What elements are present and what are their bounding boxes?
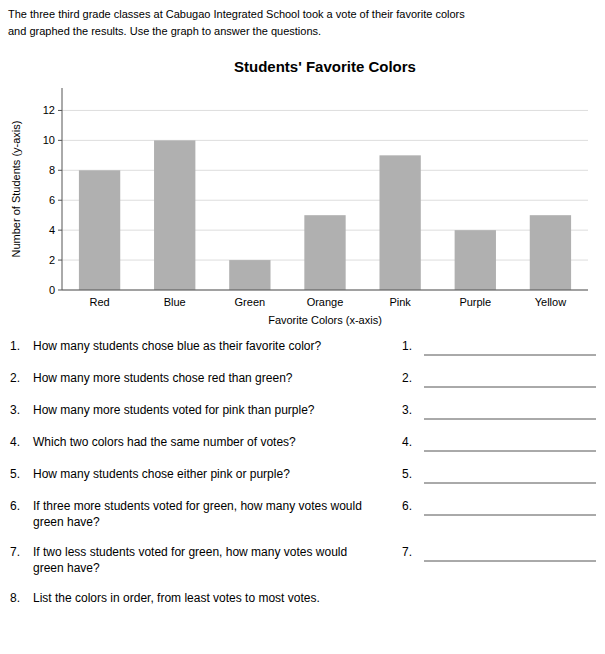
bar [455, 230, 496, 290]
bar [530, 215, 571, 290]
y-tick [58, 110, 62, 111]
bar [229, 260, 270, 290]
question-text: How many more students chose red than gr… [33, 371, 293, 385]
bar [379, 155, 420, 290]
answer-line [424, 451, 596, 452]
x-tick-label: Pink [389, 296, 411, 308]
grid-line [62, 290, 588, 291]
answer-number: 5. [402, 467, 412, 481]
grid [62, 110, 588, 290]
question-text: Which two colors had the same number of … [33, 435, 296, 449]
chart-title: Students' Favorite Colors [234, 58, 416, 75]
x-axis-label: Favorite Colors (x-axis) [268, 314, 382, 326]
answer-line [424, 355, 596, 356]
answer-number: 1. [402, 339, 412, 353]
y-axis-label: Number of Students (y-axis) [10, 121, 22, 258]
x-tick-label: Yellow [535, 296, 566, 308]
answer-number: 2. [402, 371, 412, 385]
question-text: How many students chose blue as their fa… [33, 339, 321, 353]
y-tick [58, 170, 62, 171]
question-number: 8. [10, 591, 20, 605]
question-number: 4. [10, 435, 20, 449]
question-text: If two less students voted for green, ho… [33, 545, 347, 559]
answer-number: 4. [402, 435, 412, 449]
x-tick-label: Green [235, 296, 266, 308]
answer-line [424, 561, 596, 562]
bar [79, 170, 120, 290]
y-tick-label: 2 [49, 254, 55, 266]
question-text: How many more students voted for pink th… [33, 403, 315, 417]
y-tick [58, 140, 62, 141]
y-tick-label: 0 [49, 284, 55, 296]
answer-line [424, 387, 596, 388]
page: The three third grade classes at Cabugao… [0, 0, 605, 654]
y-tick [58, 230, 62, 231]
question-text: How many students chose either pink or p… [33, 467, 290, 481]
question-number: 1. [10, 339, 20, 353]
y-tick-label: 12 [43, 104, 55, 116]
question-number: 3. [10, 403, 20, 417]
y-axis [62, 88, 63, 290]
y-tick [58, 260, 62, 261]
answer-line [424, 419, 596, 420]
y-tick-label: 4 [49, 224, 55, 236]
grid-line [62, 200, 588, 201]
x-tick-label: Purple [459, 296, 491, 308]
question-text: green have? [33, 561, 100, 575]
y-tick-label: 6 [49, 194, 55, 206]
question-text: green have? [33, 515, 100, 529]
questions: 1. How many students chose blue as their … [10, 339, 596, 605]
bar [304, 215, 345, 290]
y-tick-label: 8 [49, 164, 55, 176]
grid-line [62, 110, 588, 111]
bar [154, 140, 195, 290]
y-tick [58, 290, 62, 291]
answer-line [424, 515, 596, 516]
grid-line [62, 170, 588, 171]
question-number: 2. [10, 371, 20, 385]
x-tick-label: Red [89, 296, 109, 308]
question-text: If three more students voted for green, … [33, 499, 362, 513]
header-line: The three third grade classes at Cabugao… [8, 8, 465, 20]
answer-number: 6. [402, 499, 412, 513]
y-tick-label: 10 [43, 134, 55, 146]
answer-number: 3. [402, 403, 412, 417]
answer-number: 7. [402, 545, 412, 559]
answer-line [424, 483, 596, 484]
question-number: 7. [10, 545, 20, 559]
x-tick-label: Blue [164, 296, 186, 308]
x-tick-label: Orange [307, 296, 344, 308]
y-tick [58, 200, 62, 201]
bars [79, 140, 571, 290]
question-number: 6. [10, 499, 20, 513]
question-number: 5. [10, 467, 20, 481]
x-axis [62, 290, 588, 291]
header-line: and graphed the results. Use the graph t… [8, 25, 321, 37]
question-text: List the colors in order, from least vot… [33, 591, 320, 605]
grid-line [62, 140, 588, 141]
